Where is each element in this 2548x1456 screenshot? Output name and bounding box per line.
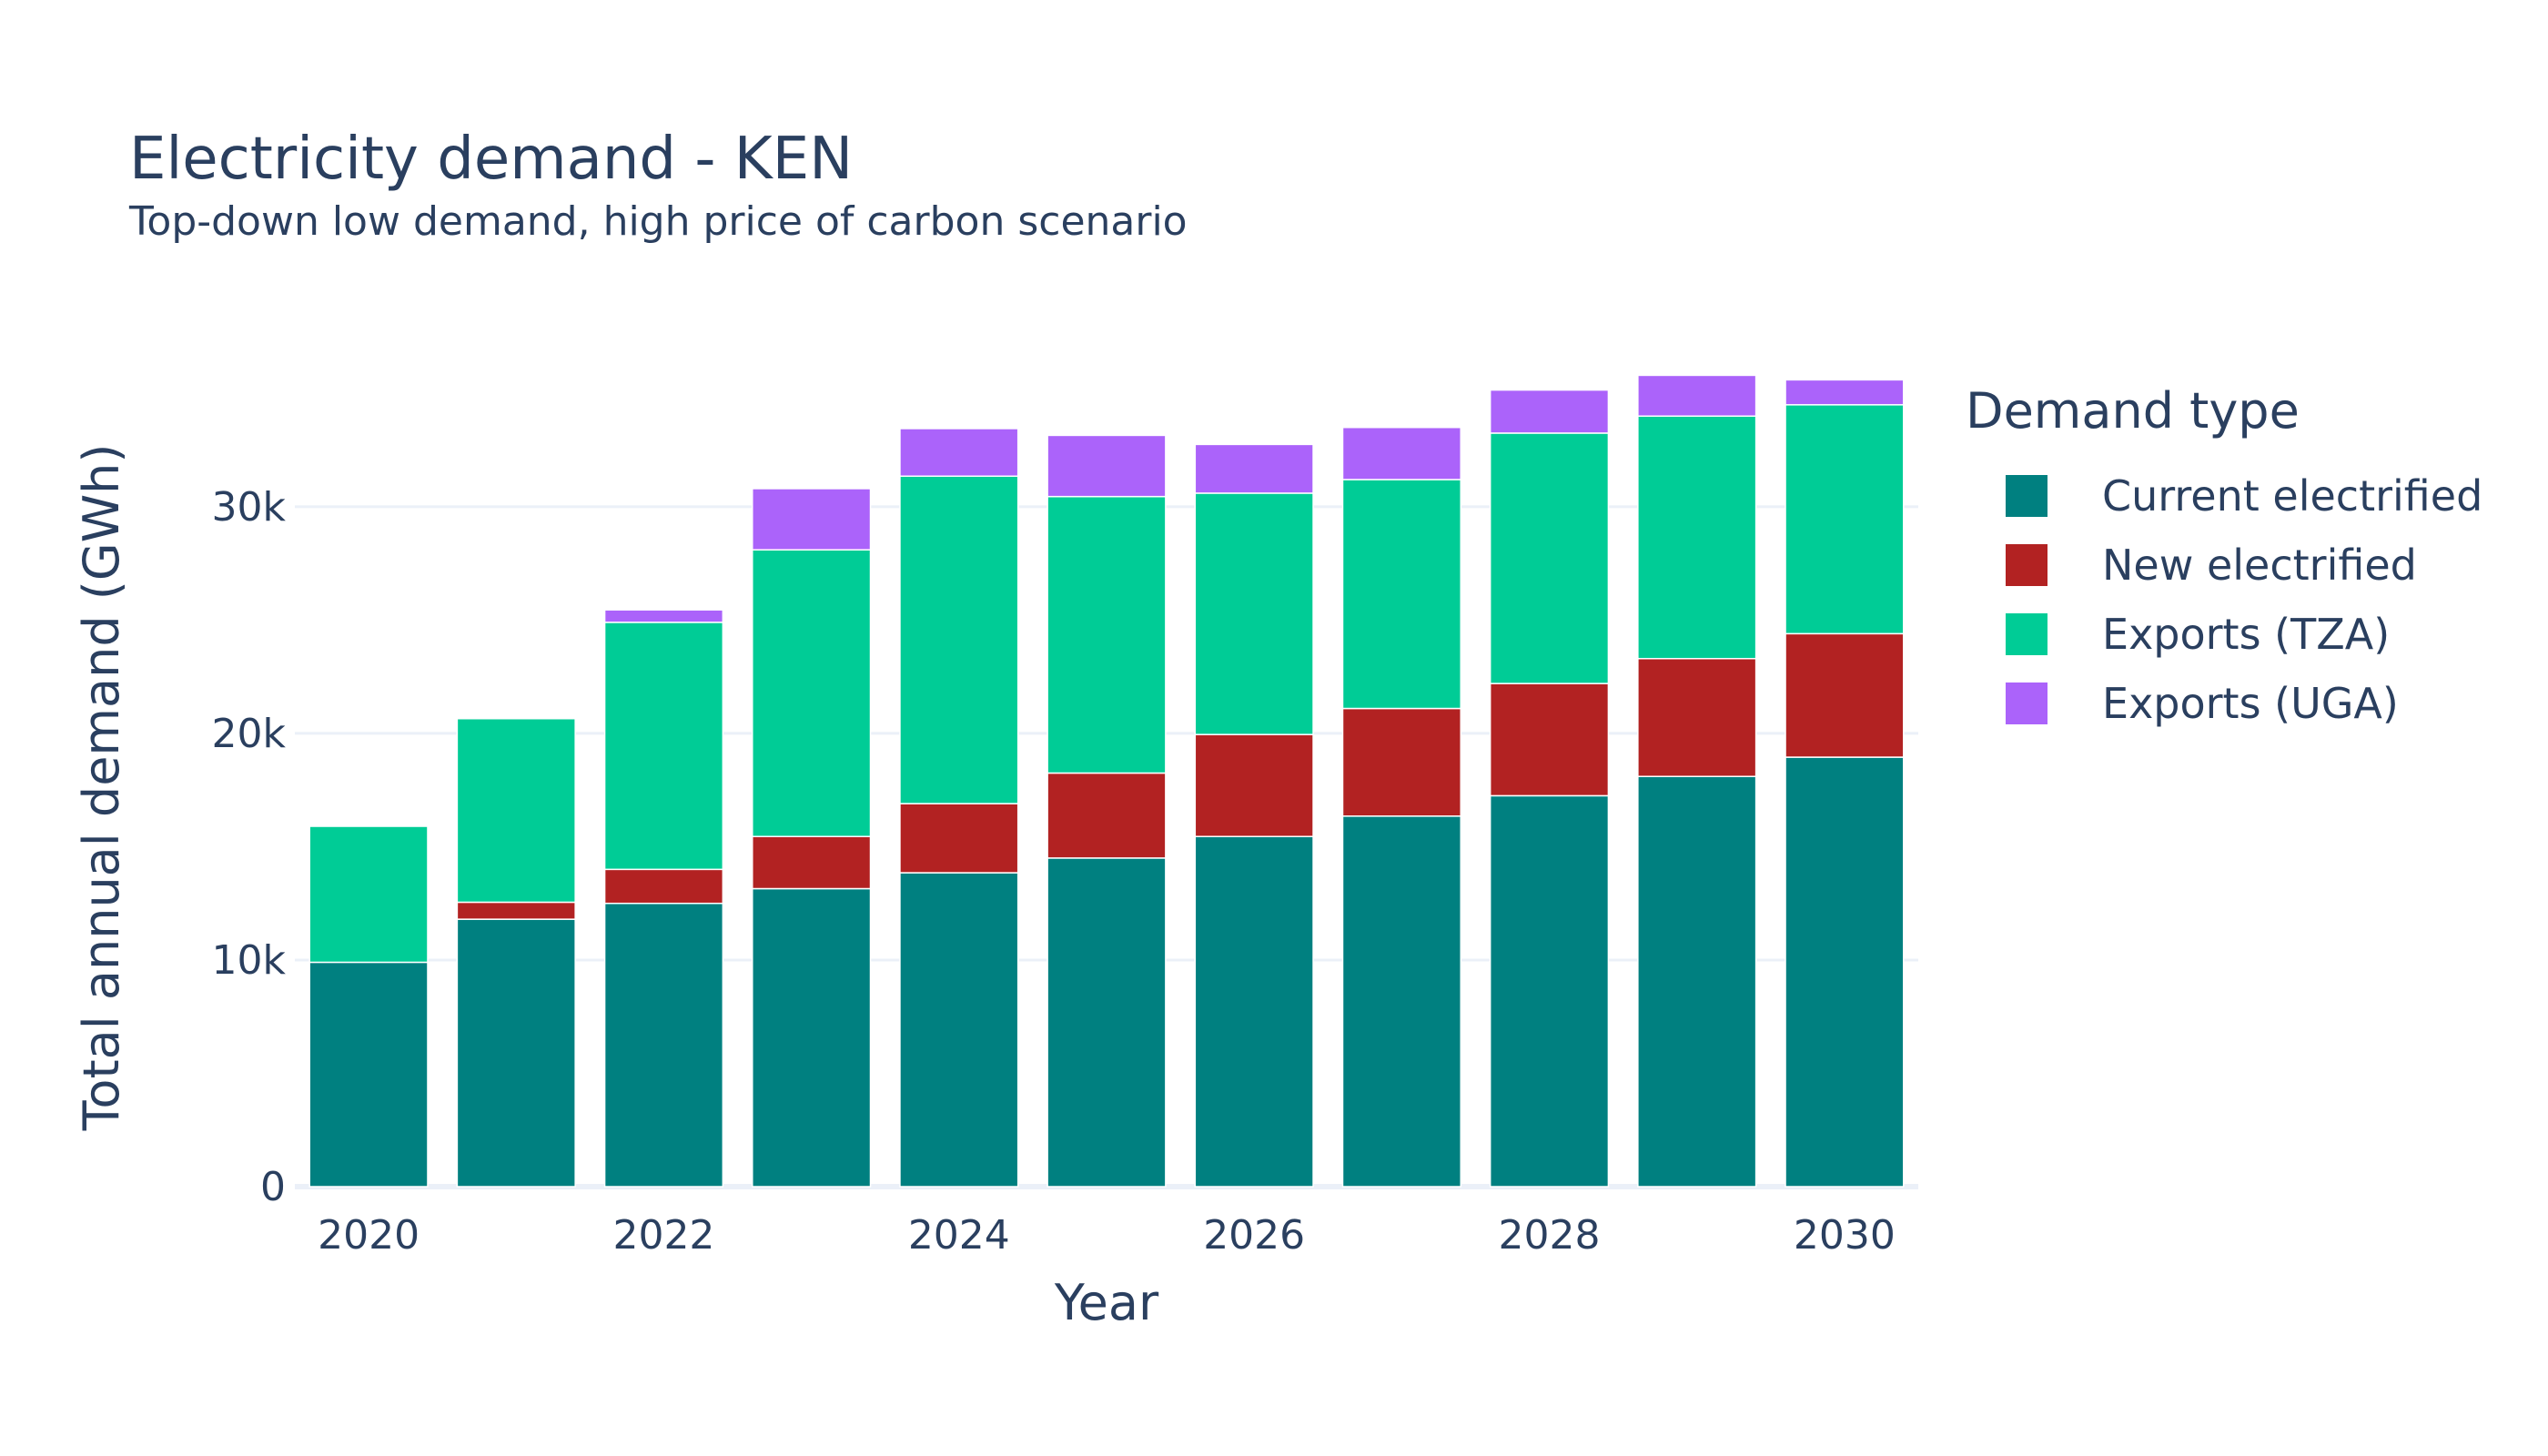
bar-segment [1785, 379, 1905, 406]
x-axis-ticks: 2020 2022 2024 2026 2028 2030 [318, 1212, 1896, 1259]
bar-segment [1046, 434, 1167, 498]
bar-segment [603, 902, 724, 1188]
bar-segment [1341, 707, 1461, 817]
bar-segment [899, 872, 1019, 1188]
bar-segment [1637, 415, 1757, 660]
bar-segment [1785, 756, 1905, 1188]
bar-segment [1341, 426, 1461, 480]
bar-segment [1489, 794, 1610, 1188]
bar-segment [1046, 772, 1167, 859]
bar-segment [603, 868, 724, 905]
bar-segment [1341, 479, 1461, 710]
legend-item[interactable]: Exports (UGA) [2006, 669, 2482, 738]
bar-segment [1489, 432, 1610, 684]
bar-segment [752, 549, 872, 837]
y-tick-label: 20k [212, 711, 287, 757]
bar-segment [456, 717, 576, 904]
bar-segment [456, 918, 576, 1188]
legend-swatch [2006, 613, 2048, 655]
bar-segment [1637, 775, 1757, 1188]
bar-segment [752, 887, 872, 1188]
legend-label: Exports (TZA) [2102, 610, 2391, 659]
y-tick-label: 0 [260, 1164, 286, 1210]
y-tick-label: 30k [212, 484, 287, 531]
x-tick-label: 2024 [908, 1212, 1010, 1259]
bar-segment [1489, 389, 1610, 434]
bar-segment [1489, 682, 1610, 797]
bar-segment [752, 835, 872, 890]
bar-segment [456, 901, 576, 920]
legend-item[interactable]: Current electrified [2006, 461, 2482, 531]
legend-swatch [2006, 475, 2048, 517]
bar-segment [1637, 657, 1757, 777]
bar-segment [1341, 815, 1461, 1188]
bar-segment [1194, 835, 1314, 1188]
bar-segment [1637, 374, 1757, 418]
bar-segment [1194, 443, 1314, 494]
bar-segment [1785, 404, 1905, 635]
chart-subtitle: Top-down low demand, high price of carbo… [129, 198, 1188, 245]
x-tick-label: 2020 [318, 1212, 420, 1259]
x-tick-label: 2022 [612, 1212, 714, 1259]
bar-segment [1194, 733, 1314, 837]
bar-segment [603, 622, 724, 871]
legend-item[interactable]: Exports (TZA) [2006, 600, 2482, 669]
bar-segment [308, 961, 429, 1188]
x-tick-label: 2026 [1203, 1212, 1305, 1259]
bar-segment [1046, 495, 1167, 774]
legend-items: Current electrified New electrified Export… [1966, 461, 2482, 738]
legend-label: Exports (UGA) [2102, 679, 2399, 728]
bar-segment [603, 609, 724, 623]
legend-swatch [2006, 544, 2048, 586]
bar-segment [1194, 492, 1314, 735]
x-axis-label: Year [1054, 1274, 1159, 1331]
bar-segment [899, 803, 1019, 874]
bar-segment [308, 825, 429, 964]
y-axis-label: Total annual demand (GWh) [73, 444, 130, 1132]
legend-label: New electrified [2102, 541, 2417, 590]
bar-segment [752, 488, 872, 551]
chart-title: Electricity demand - KEN [129, 126, 854, 193]
bar-segment [899, 428, 1019, 478]
legend-label: Current electrified [2102, 471, 2483, 521]
legend-title: Demand type [1966, 382, 2300, 440]
legend-item[interactable]: New electrified [2006, 531, 2482, 600]
y-tick-label: 10k [212, 937, 287, 984]
bar-segment [1046, 857, 1167, 1188]
x-tick-label: 2028 [1499, 1212, 1601, 1259]
bar-segment [899, 475, 1019, 804]
bars [308, 374, 1905, 1188]
legend: Demand type Current electrified New elect… [1966, 382, 2482, 738]
y-axis-ticks: 0 10k 20k 30k [212, 484, 287, 1210]
legend-swatch [2006, 682, 2048, 724]
x-tick-label: 2030 [1794, 1212, 1896, 1259]
bar-segment [1785, 632, 1905, 758]
